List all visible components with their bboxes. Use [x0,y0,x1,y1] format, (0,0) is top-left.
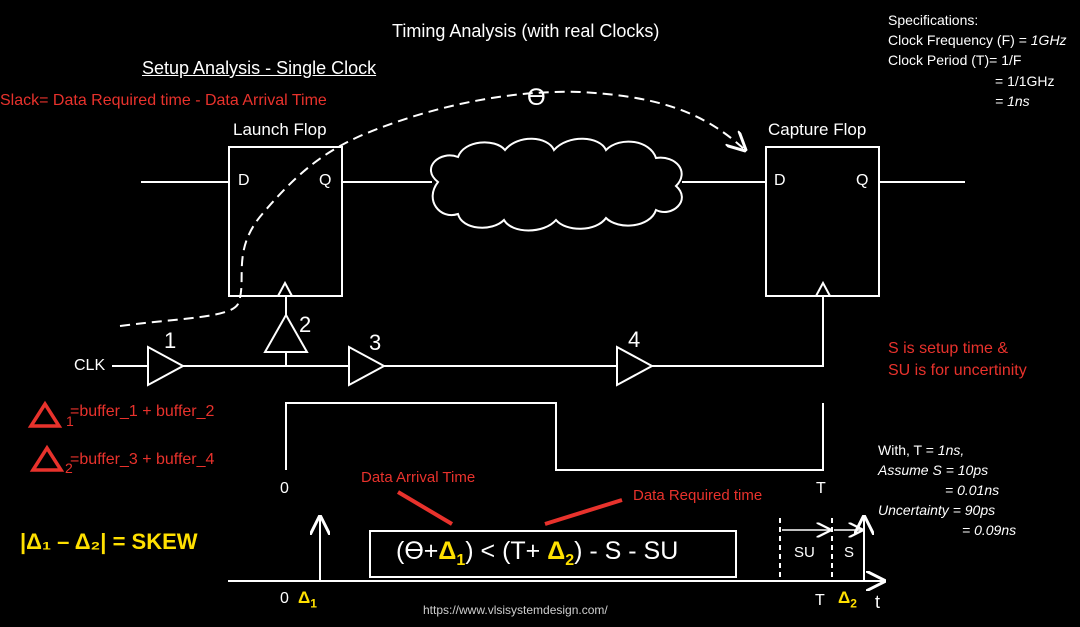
specs-period: Clock Period (T)= 1/F [888,52,1022,68]
timeline-zero: 0 [280,590,289,607]
buffer-2 [263,312,309,353]
with-line-1: With, T = 1ns, [878,442,964,458]
required-pointer [544,498,623,526]
buffer-1 [147,345,186,387]
delta1-triangle [27,400,63,428]
specs-frequency-label: Clock Frequency (F) = [888,32,1031,48]
clk-wire-capture [652,296,824,367]
setup-equation-box [369,530,737,578]
launch-q-pin: Q [319,172,332,189]
setup-note-1: S is setup time & [888,340,1009,357]
launch-flop-label: Launch Flop [233,120,327,139]
timeline-delta2-symbol: Δ [838,588,851,607]
capture-q-pin: Q [856,172,869,189]
timeline-delta2-sub: 2 [850,596,857,611]
delta1-subscript: 1 [66,413,74,429]
specs-period-calc: = 1/1GHz [995,73,1055,89]
capture-flop-box [765,146,880,297]
timeline-t: T [815,592,825,609]
with-line-4: Uncertainty = 90ps [878,502,996,518]
timeline-delta1-symbol: Δ [298,588,311,607]
required-label: Data Required time [633,487,763,504]
launch-clock-notch [277,280,293,297]
specs-frequency-value: 1GHz [1030,32,1067,48]
theta-label: ϴ [527,84,546,111]
capture-flop-label: Capture Flop [768,120,867,139]
timeline-axis-label: t [875,592,881,612]
specs-heading: Specifications: [888,12,979,28]
specs-period-result: = 1ns [995,93,1030,109]
eq-delta-2: Δ [547,537,566,565]
section-subtitle: Setup Analysis - Single Clock [142,58,377,78]
eq-part-1: (ϴ+ [396,537,439,565]
timeline-delta1: Δ1 [298,588,317,610]
buffer-1-label: 1 [164,328,177,353]
with-line-1b: 1ns, [937,442,965,458]
buffer-3-label: 3 [369,330,382,355]
clock-waveform [285,402,824,471]
data-path-dashed [119,90,745,327]
arrival-label: Data Arrival Time [361,469,476,486]
slack-formula: Slack= Data Required time - Data Arrival… [0,92,327,109]
waveform-zero: 0 [280,480,289,497]
skew-formula: |Δ₁ – Δ₂| = SKEW [20,529,198,554]
buffer-4-label: 4 [628,327,641,352]
with-line-1a: With, T = [878,442,938,458]
combinational-cloud [430,137,683,232]
page-title: Timing Analysis (with real Clocks) [392,21,660,41]
delta2-triangle [29,444,65,472]
buffer-4 [616,345,655,387]
timeline-delta1-sub: 1 [310,596,317,611]
capture-d-pin: D [774,172,786,189]
with-line-5: = 0.09ns [962,522,1017,538]
eq-delta-1: Δ [438,537,457,565]
buffer-3 [348,345,387,387]
eq-part-3: ) - S - SU [574,537,679,565]
setup-equation: (ϴ+Δ1) < (T+ Δ2) - S - SU [396,537,678,570]
waveform-t: T [816,480,826,497]
s-label: S [844,544,855,561]
launch-d-pin: D [238,172,250,189]
with-line-2: Assume S = 10ps [878,462,989,478]
clk-label: CLK [74,357,106,374]
su-label: SU [794,544,815,561]
setup-note-2: SU is for uncertinity [888,362,1027,379]
source-url[interactable]: https://www.vlsisystemdesign.com/ [423,603,608,617]
launch-flop-box [228,146,343,297]
delta1-definition: =buffer_1 + buffer_2 [70,403,215,420]
eq-delta-2-sub: 2 [565,552,575,569]
buffer-2-label: 2 [299,312,312,337]
eq-delta-1-sub: 1 [456,552,466,569]
eq-part-2: ) < (T+ [465,537,548,565]
timeline-delta2: Δ2 [838,588,857,610]
with-line-3: = 0.01ns [945,482,1000,498]
delta2-subscript: 2 [65,460,73,476]
capture-clock-notch [815,280,831,297]
specs-frequency: Clock Frequency (F) = 1GHz [888,32,1067,48]
arrival-pointer [396,490,454,526]
delta2-definition: =buffer_3 + buffer_4 [70,451,215,468]
